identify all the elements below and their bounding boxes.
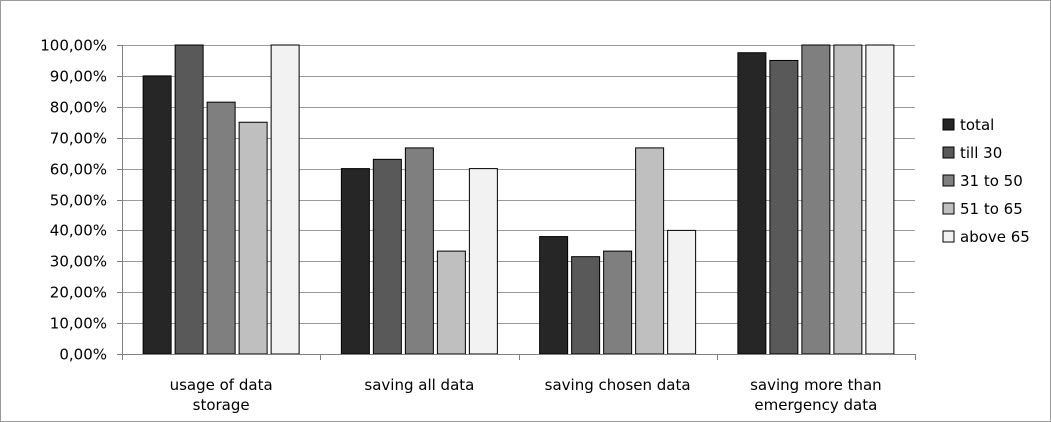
y-tick-label: 0,00% bbox=[59, 346, 107, 364]
bar-total bbox=[142, 75, 172, 355]
axes bbox=[117, 45, 916, 360]
x-category-label: saving all data bbox=[364, 376, 474, 394]
bar-above-65 bbox=[667, 229, 697, 355]
legend-swatch bbox=[942, 202, 955, 215]
y-tick-label: 10,00% bbox=[50, 315, 107, 333]
bar-above-65 bbox=[468, 168, 498, 355]
legend-label: above 65 bbox=[960, 228, 1030, 246]
legend-label: total bbox=[960, 116, 994, 134]
bar-till-30 bbox=[174, 44, 204, 355]
bar-51-to-65 bbox=[833, 44, 863, 355]
bar-total bbox=[340, 168, 370, 355]
y-tick-label: 50,00% bbox=[50, 192, 107, 210]
y-tick-label: 60,00% bbox=[50, 161, 107, 179]
y-tick-label: 90,00% bbox=[50, 68, 107, 86]
y-tick-label: 40,00% bbox=[50, 222, 107, 240]
bar-total bbox=[737, 52, 767, 355]
bar-51-to-65 bbox=[436, 250, 466, 355]
x-axis-category-labels: usage of data storage saving all data savin… bbox=[170, 376, 882, 414]
bar-above-65 bbox=[270, 44, 300, 355]
x-category-label: saving more than emergency data bbox=[750, 376, 882, 414]
x-category-label: saving chosen data bbox=[545, 376, 691, 394]
y-tick-label: 80,00% bbox=[50, 99, 107, 117]
bar-51-to-65 bbox=[238, 121, 268, 355]
bar-31-to-50 bbox=[603, 250, 633, 355]
bar-total bbox=[539, 236, 569, 355]
y-tick-label: 30,00% bbox=[50, 253, 107, 271]
legend-label: till 30 bbox=[960, 144, 1002, 162]
bar-above-65 bbox=[865, 44, 895, 355]
x-category-label: usage of data storage bbox=[170, 376, 273, 414]
legend-swatch bbox=[942, 118, 955, 131]
y-axis-tick-labels: 0,00% 10,00% 20,00% 30,00% 40,00% 50,00% 60,00… bbox=[40, 37, 107, 364]
bar-till-30 bbox=[769, 59, 799, 355]
bar-31-to-50 bbox=[404, 147, 434, 355]
legend-swatch bbox=[942, 146, 955, 159]
bar-till-30 bbox=[571, 256, 601, 355]
y-tick-label: 20,00% bbox=[50, 284, 107, 302]
legend-swatch bbox=[942, 230, 955, 243]
bar-31-to-50 bbox=[801, 44, 831, 355]
legend-swatch bbox=[942, 174, 955, 187]
y-tick-label: 70,00% bbox=[50, 130, 107, 148]
y-tick-label: 100,00% bbox=[40, 37, 107, 55]
bar-till-30 bbox=[372, 158, 402, 355]
legend-label: 51 to 65 bbox=[960, 200, 1023, 218]
legend: total till 30 31 to 50 51 to 65 above 65 bbox=[942, 116, 1030, 246]
legend-label: 31 to 50 bbox=[960, 172, 1023, 190]
bar-31-to-50 bbox=[206, 101, 236, 355]
bar-51-to-65 bbox=[635, 147, 665, 355]
